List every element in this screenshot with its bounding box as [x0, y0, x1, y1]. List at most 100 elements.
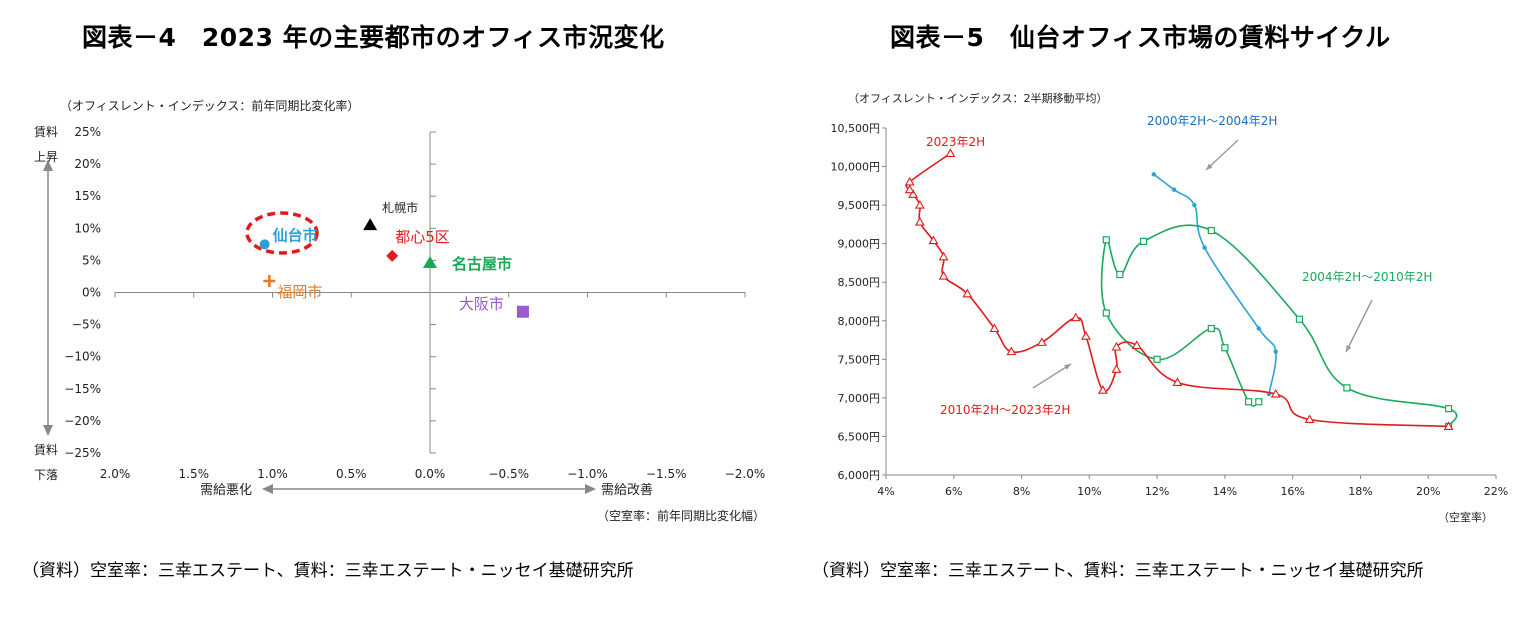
data-point [1444, 405, 1453, 413]
data-point [1139, 237, 1148, 245]
left-arrow-head [262, 484, 273, 494]
point-label: 札幌市 [382, 200, 418, 215]
x-tick-label: −1.0% [567, 467, 608, 481]
point-marker [363, 218, 378, 231]
y-tick-label: 9,000円 [838, 238, 881, 251]
y-tick-label: 7,000円 [838, 392, 881, 405]
down-arrow-head [43, 425, 53, 436]
annotation-2010-2023: 2010年2H～2023年2H [940, 403, 1070, 417]
data-point [1097, 385, 1108, 394]
arrow-2004-2010-head [1346, 345, 1352, 352]
y-tick-label: 6,500円 [838, 430, 881, 443]
x-tick-label: 6% [945, 485, 962, 498]
data-point [1006, 346, 1017, 356]
data-point [904, 184, 915, 194]
point-marker [423, 255, 437, 268]
data-point [928, 235, 939, 245]
y-tick-label: 10% [74, 221, 101, 235]
rent-down-label-2: 下落 [34, 468, 58, 482]
point-label: 大阪市 [459, 295, 504, 313]
data-point [1111, 341, 1122, 351]
right-chart-source: （資料）空室率：三幸エステート、賃料：三幸エステート・ニッセイ基礎研究所 [812, 561, 1424, 581]
y-tick-label: 7,500円 [838, 353, 881, 366]
right-chart-title: 図表－5 仙台オフィス市場の賃料サイクル [890, 23, 1391, 52]
data-point [914, 216, 925, 226]
x-tick-label: 12% [1145, 485, 1169, 498]
y-tick-label: 20% [74, 157, 101, 171]
right-arrow-head [585, 484, 596, 494]
x-axis-title: （空室率） [1438, 510, 1493, 524]
arrow-2004-2010 [1345, 299, 1373, 353]
x-axis-title: （空室率：前年同期比変化幅） [597, 508, 765, 523]
y-tick-label: 6,000円 [838, 469, 881, 482]
x-tick-label: −0.5% [488, 467, 529, 481]
data-point [908, 189, 919, 198]
data-point [1256, 326, 1261, 331]
demand-worsen-label: 需給悪化 [200, 483, 252, 498]
data-point [1070, 312, 1081, 322]
data-point [945, 148, 956, 157]
y-tick-label: 15% [74, 189, 101, 203]
data-point [938, 270, 949, 280]
point-marker [259, 239, 270, 250]
series-triangle [904, 148, 1454, 430]
series-star [1151, 172, 1278, 397]
data-point [1270, 388, 1281, 398]
arrow-2000-2004-head [1206, 163, 1213, 170]
y-axis-title: （オフィスレント・インデックス：前年同期比変化率） [60, 98, 359, 113]
demand-improve-label: 需給改善 [601, 482, 653, 498]
x-tick-label: 18% [1348, 485, 1372, 498]
point-label: 福岡市 [277, 283, 322, 301]
data-point [1172, 377, 1183, 387]
data-point [1102, 309, 1110, 317]
data-point [1255, 398, 1263, 406]
y-axis-title: （オフィスレント・インデックス：2半期移動平均） [848, 91, 1107, 105]
y-tick-label: 5% [82, 253, 101, 267]
data-point [914, 200, 925, 209]
data-point [1207, 324, 1215, 333]
series-line [1153, 173, 1277, 395]
point-marker [263, 274, 276, 287]
data-point [1304, 414, 1315, 424]
data-point [1102, 236, 1110, 244]
data-point [1273, 349, 1278, 354]
x-tick-label: −1.5% [646, 467, 687, 481]
series-square [1100, 224, 1458, 431]
data-point [1192, 202, 1197, 208]
y-tick-label: 9,500円 [838, 199, 881, 212]
point-marker [386, 249, 399, 262]
data-point [938, 251, 949, 261]
annotation-2000-2004: 2000年2H～2004年2H [1147, 114, 1277, 128]
data-point [1116, 270, 1124, 279]
data-point [1221, 344, 1229, 352]
x-tick-label: 20% [1416, 485, 1440, 498]
data-point [989, 323, 1000, 333]
left-chart-source: （資料）空室率：三幸エステート、賃料：三幸エステート・ニッセイ基礎研究所 [22, 561, 634, 581]
left-scatter-chart: 25% 20% 15% 10% 5% 0% −5% −10% −15% −20% −25% 2.0% 1… [34, 98, 765, 523]
data-point [1295, 315, 1304, 323]
data-point [1151, 172, 1156, 177]
y-tick-label: −10% [64, 350, 101, 364]
x-tick-label: 8% [1013, 485, 1030, 498]
x-tick-label: 4% [877, 485, 894, 498]
x-tick-label: 22% [1484, 485, 1508, 498]
arrow-2000-2004 [1205, 139, 1239, 171]
rent-up-label-1: 賃料 [34, 124, 58, 139]
up-arrow-head [43, 160, 53, 171]
data-point [1443, 421, 1454, 430]
x-tick-label: 0.5% [336, 467, 367, 481]
annotation-2004-2010: 2004年2H～2010年2H [1302, 270, 1432, 284]
data-point [1131, 340, 1142, 350]
sendai-highlight-ellipse [245, 211, 319, 255]
y-tick-label: 8,000円 [838, 315, 881, 328]
rent-down-label-1: 賃料 [34, 442, 58, 457]
point-label: 仙台市 [273, 226, 318, 244]
data-point [1343, 384, 1351, 392]
x-tick-label: 2.0% [100, 467, 131, 481]
x-tick-label: 10% [1077, 485, 1101, 498]
data-point [1245, 398, 1253, 406]
y-tick-label: −15% [64, 382, 101, 396]
data-point [1036, 337, 1047, 346]
left-chart-title: 図表－4 2023 年の主要都市のオフィス市況変化 [82, 23, 665, 52]
